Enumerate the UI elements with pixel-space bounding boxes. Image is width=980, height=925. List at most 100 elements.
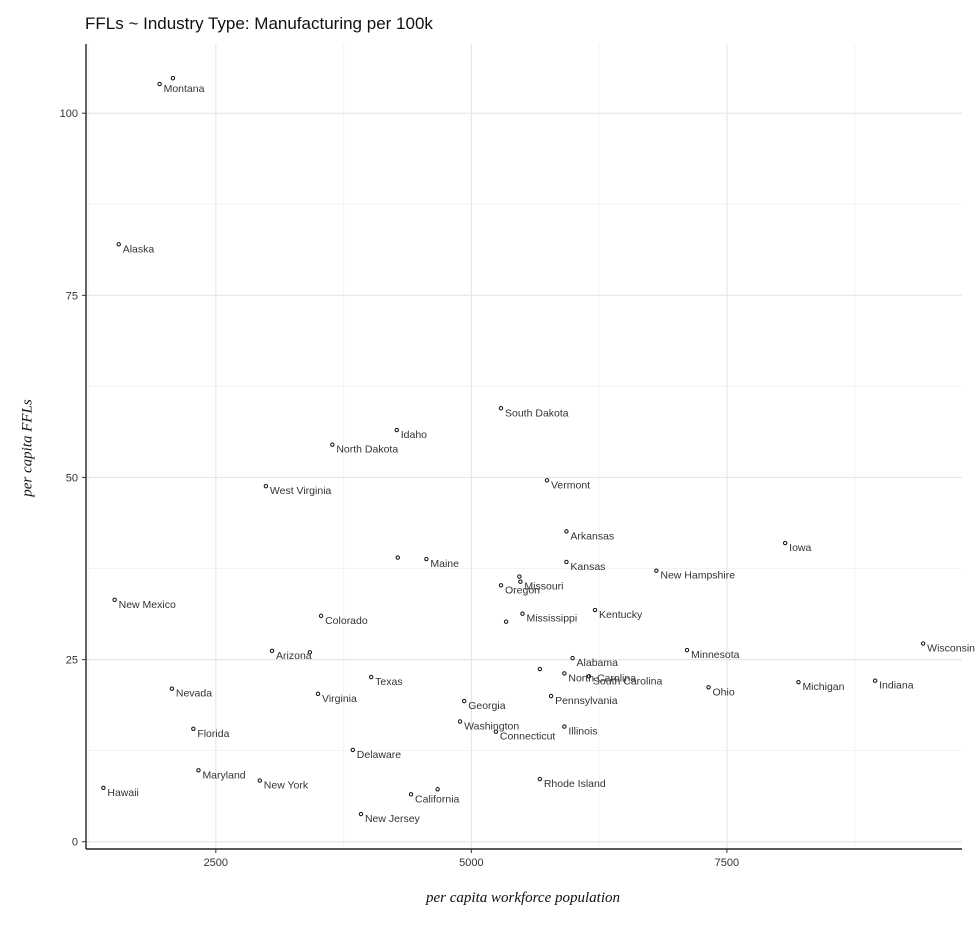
point-label: Mississippi	[526, 613, 577, 625]
data-point	[570, 655, 575, 661]
data-point	[462, 698, 467, 704]
data-point	[548, 693, 554, 699]
data-point	[544, 478, 550, 483]
point-label: Kansas	[570, 561, 605, 573]
point-label: Washington	[464, 721, 519, 733]
data-point	[592, 607, 598, 613]
data-point	[408, 792, 414, 797]
point-label: Nevada	[176, 688, 212, 700]
data-point	[368, 674, 374, 680]
point-label: Indiana	[879, 680, 914, 692]
point-label: West Virginia	[270, 485, 332, 497]
data-point	[116, 242, 121, 247]
point-label: Texas	[375, 676, 402, 688]
point-label: Minnesota	[691, 649, 740, 661]
point-label: Virginia	[322, 693, 357, 705]
data-point	[394, 427, 399, 433]
data-point	[796, 679, 801, 685]
x-axis-label: per capita workforce population	[425, 890, 621, 906]
point-label: Rhode Island	[544, 778, 606, 790]
point-label: Alaska	[123, 243, 155, 255]
point-label: Maine	[430, 558, 459, 570]
data-point	[112, 597, 117, 603]
point-layer	[101, 76, 926, 817]
point-label: North Carolina	[568, 672, 636, 684]
point-label: Alabama	[577, 657, 619, 669]
point-label: Iowa	[789, 542, 811, 554]
point-label: North Dakota	[336, 444, 398, 456]
data-point	[493, 729, 499, 734]
point-label: Idaho	[401, 429, 427, 441]
point-label: Delaware	[357, 749, 402, 761]
y-tick-label: 50	[66, 472, 78, 484]
data-point	[435, 787, 440, 792]
point-label: Wisconsin	[927, 643, 975, 655]
data-point	[920, 641, 926, 646]
point-label: Illinois	[568, 726, 597, 738]
data-point	[517, 574, 522, 579]
data-point	[562, 671, 567, 676]
data-point	[269, 648, 275, 654]
point-label: Vermont	[551, 479, 590, 491]
data-point	[537, 776, 543, 782]
data-point	[157, 81, 162, 87]
data-point	[684, 647, 690, 653]
data-point	[358, 811, 364, 817]
x-tick-label: 7500	[715, 857, 739, 869]
y-tick-label: 100	[60, 108, 78, 120]
y-tick-label: 25	[66, 655, 78, 667]
data-point	[263, 484, 269, 489]
point-label: South Carolina	[593, 675, 663, 687]
point-label: Kentucky	[599, 609, 643, 621]
point-label: Florida	[197, 728, 229, 740]
data-point	[318, 613, 324, 619]
data-point	[395, 555, 400, 560]
point-label: New Mexico	[119, 599, 176, 611]
point-label: Montana	[164, 83, 205, 95]
data-point	[537, 666, 543, 672]
data-point	[586, 674, 592, 679]
grid-layer	[86, 44, 962, 849]
point-label: Colorado	[325, 615, 368, 627]
data-point	[196, 768, 201, 773]
data-point	[520, 611, 525, 616]
data-point	[170, 76, 176, 81]
point-label: Maryland	[202, 769, 245, 781]
point-label: Michigan	[802, 681, 844, 693]
data-point	[498, 406, 504, 411]
data-point	[503, 619, 509, 624]
point-label: Pennsylvania	[555, 695, 618, 707]
y-tick-label: 75	[66, 290, 78, 302]
data-point	[564, 529, 569, 534]
point-label: New Hampshire	[660, 570, 735, 582]
point-label: Arkansas	[570, 530, 614, 542]
point-label: Oregon	[505, 584, 540, 596]
point-label: California	[415, 793, 460, 805]
x-tick-label: 5000	[459, 857, 483, 869]
point-label: Arizona	[276, 650, 312, 662]
data-point	[782, 540, 788, 546]
data-point	[191, 726, 196, 731]
data-point	[872, 678, 878, 683]
data-point	[424, 556, 429, 562]
x-tick-label: 2500	[204, 857, 228, 869]
data-point	[101, 785, 106, 791]
point-label: New Jersey	[365, 813, 421, 825]
data-point	[518, 579, 523, 584]
data-point	[169, 686, 175, 691]
data-point	[706, 685, 711, 690]
data-point	[330, 442, 335, 447]
point-label: New York	[264, 780, 309, 792]
y-tick-label: 0	[72, 837, 78, 849]
data-point	[350, 747, 355, 753]
data-point	[257, 778, 262, 783]
point-label: Hawaii	[107, 787, 139, 799]
data-point	[498, 583, 504, 588]
data-point	[457, 719, 463, 724]
data-point	[654, 568, 659, 573]
data-point	[564, 559, 569, 565]
tick-layer: 2500 5000 7500 0 25 50 75 100	[60, 108, 740, 869]
data-point	[307, 650, 313, 655]
